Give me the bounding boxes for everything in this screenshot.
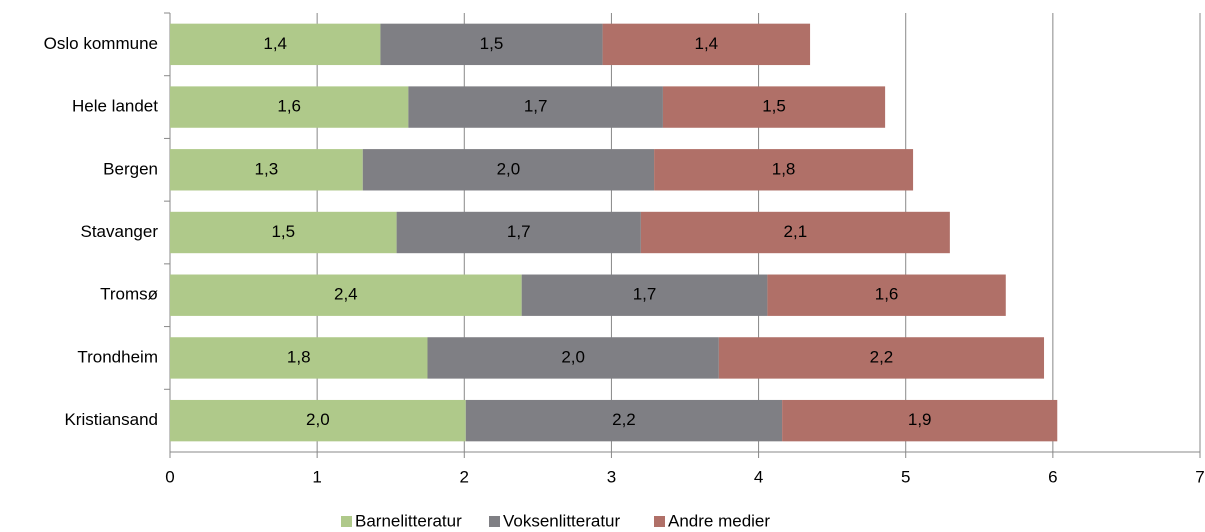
bar-segment bbox=[170, 149, 363, 191]
bar-segment bbox=[602, 23, 811, 66]
data-label: 2,0 bbox=[561, 347, 585, 366]
data-label: 2,2 bbox=[612, 410, 636, 429]
bar-segment bbox=[170, 86, 409, 128]
data-label: 1,6 bbox=[277, 97, 301, 116]
bar-segment bbox=[170, 211, 397, 254]
x-tick-label: 1 bbox=[312, 467, 321, 486]
y-tick-label: Bergen bbox=[103, 159, 158, 178]
data-label: 1,5 bbox=[762, 97, 786, 116]
bar-segment bbox=[170, 399, 466, 442]
legend-label: Voksenlitteratur bbox=[503, 511, 621, 530]
bar-segment bbox=[396, 211, 641, 254]
data-label: 1,5 bbox=[480, 34, 504, 53]
data-label: 1,8 bbox=[287, 347, 311, 366]
bar-segment bbox=[170, 274, 522, 316]
bar-segment bbox=[465, 399, 783, 442]
legend-swatch bbox=[341, 516, 352, 527]
data-label: 2,0 bbox=[306, 410, 330, 429]
x-tick-label: 5 bbox=[901, 467, 910, 486]
bar-segment bbox=[408, 86, 663, 128]
bar-segment bbox=[521, 274, 768, 316]
bar-segment bbox=[170, 23, 381, 66]
x-tick-label: 0 bbox=[165, 467, 174, 486]
data-label: 1,4 bbox=[263, 34, 287, 53]
x-tick-label: 6 bbox=[1048, 467, 1057, 486]
y-tick-label: Hele landet bbox=[72, 97, 158, 116]
data-label: 1,9 bbox=[908, 410, 932, 429]
data-label: 2,2 bbox=[870, 347, 894, 366]
data-label: 1,7 bbox=[633, 285, 657, 304]
bar-segment bbox=[380, 23, 603, 66]
legend-swatch bbox=[654, 516, 665, 527]
y-tick-label: Stavanger bbox=[81, 222, 159, 241]
legend-label: Andre medier bbox=[668, 511, 770, 530]
y-tick-label: Trondheim bbox=[77, 347, 158, 366]
x-tick-label: 2 bbox=[460, 467, 469, 486]
bar-segment bbox=[362, 149, 655, 191]
x-tick-label: 4 bbox=[754, 467, 763, 486]
data-label: 1,8 bbox=[772, 159, 796, 178]
data-label: 1,7 bbox=[524, 97, 548, 116]
data-label: 1,6 bbox=[875, 285, 899, 304]
data-label: 1,3 bbox=[255, 159, 279, 178]
x-tick-label: 3 bbox=[607, 467, 616, 486]
bar-segment bbox=[170, 337, 428, 379]
data-label: 2,1 bbox=[784, 222, 808, 241]
x-tick-label: 7 bbox=[1195, 467, 1204, 486]
y-tick-label: Tromsø bbox=[100, 285, 158, 304]
bar-segment bbox=[654, 149, 914, 191]
bar-segment bbox=[640, 211, 950, 254]
bar-segment bbox=[767, 274, 1006, 316]
bar-segment bbox=[427, 337, 719, 379]
bar-segment bbox=[782, 399, 1058, 442]
y-tick-label: Oslo kommune bbox=[44, 34, 158, 53]
data-label: 2,0 bbox=[497, 159, 521, 178]
bar-segment bbox=[662, 86, 886, 128]
data-label: 1,4 bbox=[695, 34, 719, 53]
data-label: 1,7 bbox=[507, 222, 531, 241]
data-label: 1,5 bbox=[271, 222, 295, 241]
legend-swatch bbox=[489, 516, 500, 527]
legend-label: Barnelitteratur bbox=[355, 511, 462, 530]
data-label: 2,4 bbox=[334, 285, 358, 304]
y-tick-label: Kristiansand bbox=[64, 410, 158, 429]
bar-segment bbox=[718, 337, 1045, 379]
